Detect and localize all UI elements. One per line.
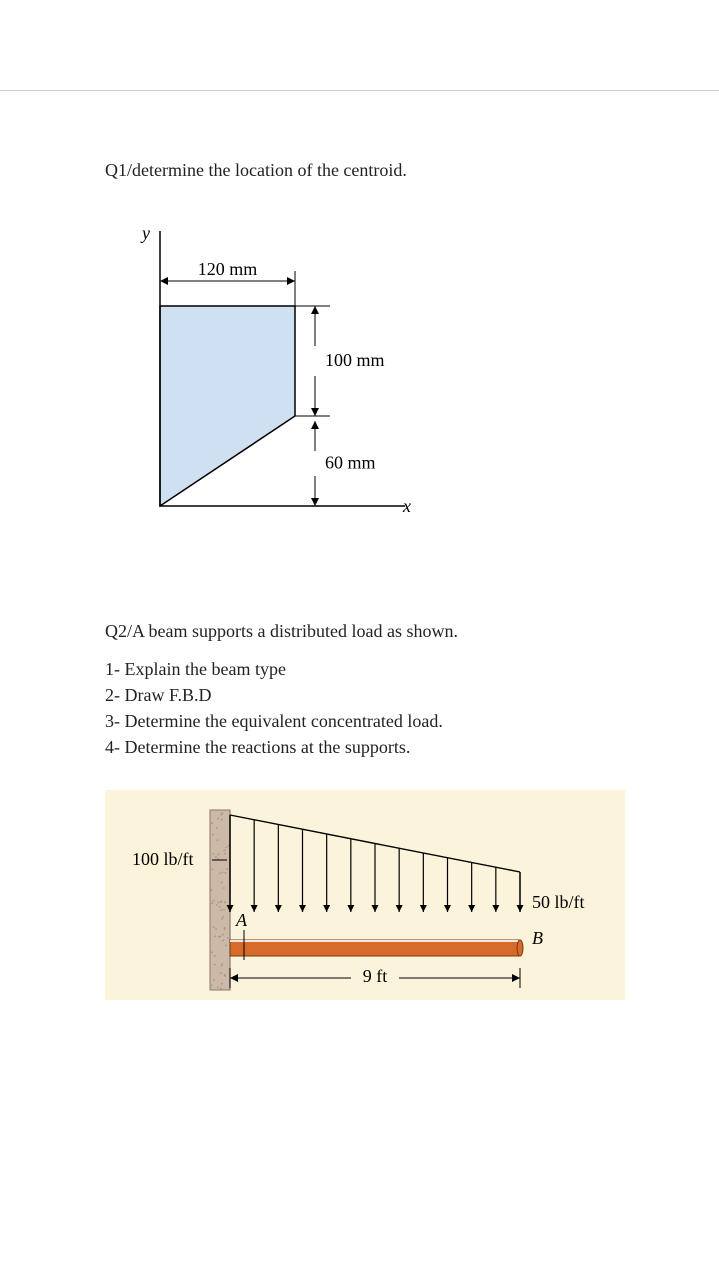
q2-item-4-text: 4- Determine the reactions at the suppor… <box>105 737 410 757</box>
q1-number: Q1 <box>105 160 127 180</box>
q2-item-4: 4- Determine the reactions at the suppor… <box>105 734 645 760</box>
point-a-label: A <box>235 910 248 930</box>
q2-item-1-text: 1- Explain the beam type <box>105 659 286 679</box>
y-axis-label: y <box>140 223 150 243</box>
q1-figure: y x 120 mm 100 mm 60 mm <box>125 211 445 541</box>
q1-text: determine the location of the centroid. <box>132 160 407 180</box>
q1-shape <box>160 306 295 506</box>
q2-item-3-text: 3- Determine the equivalent concentrated… <box>105 711 443 731</box>
left-load-label: 100 lb/ft <box>132 849 194 869</box>
dim-60-label: 60 mm <box>325 453 376 473</box>
span-label: 9 ft <box>363 966 388 986</box>
q2-number: Q2 <box>105 621 127 641</box>
q1-title: Q1/determine the location of the centroi… <box>105 160 645 181</box>
point-b-label: B <box>532 928 543 948</box>
q2-figure: A B 100 lb/ft 50 lb/ft 9 ft <box>105 790 625 1000</box>
q2-figure-svg: A B 100 lb/ft 50 lb/ft 9 ft <box>105 790 625 1000</box>
content-area: Q1/determine the location of the centroi… <box>105 160 645 1000</box>
q2-item-2-text: 2- Draw F.B.D <box>105 685 212 705</box>
q2-list: 1- Explain the beam type 2- Draw F.B.D 3… <box>105 656 645 760</box>
dim-120-label: 120 mm <box>198 259 258 279</box>
q2-text: A beam supports a distributed load as sh… <box>132 621 458 641</box>
q2-item-1: 1- Explain the beam type <box>105 656 645 682</box>
x-axis-label: x <box>402 496 411 516</box>
dim-100-label: 100 mm <box>325 350 385 370</box>
page: Q1/determine the location of the centroi… <box>0 0 719 1280</box>
q2-item-3: 3- Determine the equivalent concentrated… <box>105 708 645 734</box>
q1-figure-svg: y x 120 mm 100 mm 60 mm <box>125 211 445 541</box>
right-load-label: 50 lb/ft <box>532 892 585 912</box>
top-divider <box>0 90 719 91</box>
beam <box>230 940 520 956</box>
q2-item-2: 2- Draw F.B.D <box>105 682 645 708</box>
q2-title: Q2/A beam supports a distributed load as… <box>105 621 645 642</box>
